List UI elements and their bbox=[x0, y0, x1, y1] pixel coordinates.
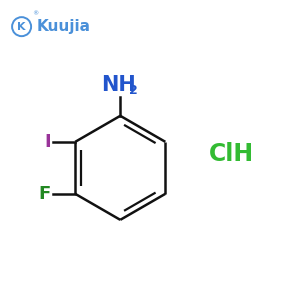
Text: ®: ® bbox=[33, 11, 39, 16]
Text: I: I bbox=[44, 133, 51, 151]
Text: Kuujia: Kuujia bbox=[37, 19, 91, 34]
Text: 2: 2 bbox=[129, 83, 138, 97]
Text: F: F bbox=[38, 185, 51, 203]
Text: ClH: ClH bbox=[209, 142, 254, 167]
Text: NH: NH bbox=[101, 75, 136, 95]
Text: K: K bbox=[17, 22, 26, 32]
